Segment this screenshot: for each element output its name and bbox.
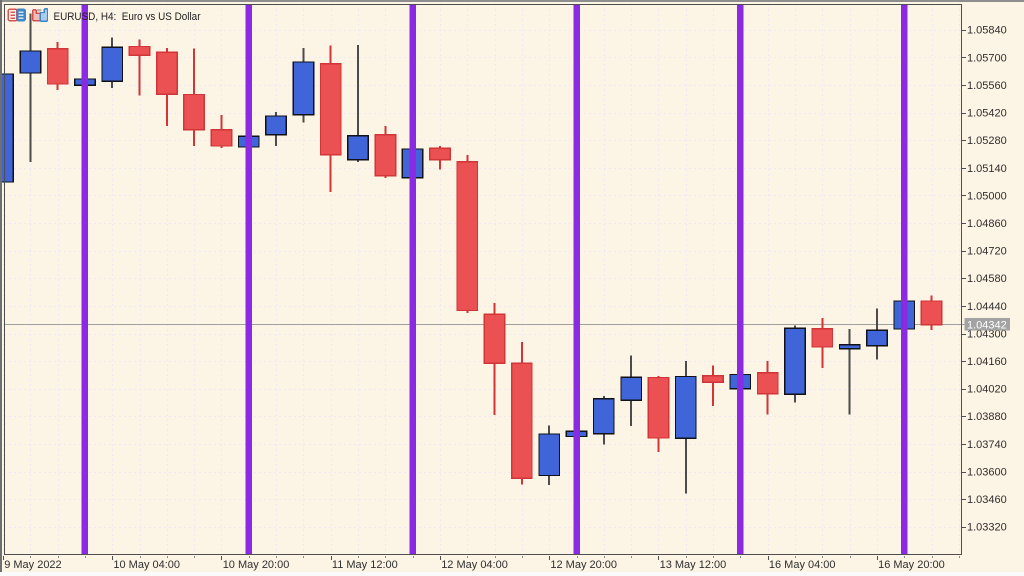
svg-text:1.04720: 1.04720 [967,246,1007,258]
svg-text:1.04440: 1.04440 [967,301,1007,313]
svg-text:10 May 04:00: 10 May 04:00 [113,559,180,571]
svg-text:1.05140: 1.05140 [967,163,1007,175]
svg-text:1.04020: 1.04020 [967,384,1007,396]
svg-text:1.04580: 1.04580 [967,273,1007,285]
svg-text:12 May 04:00: 12 May 04:00 [441,559,508,571]
svg-text:1.05700: 1.05700 [967,52,1007,64]
svg-text:1.03880: 1.03880 [967,411,1007,423]
svg-text:1.03600: 1.03600 [967,467,1007,479]
svg-text:1.04300: 1.04300 [967,328,1007,340]
svg-text:1.05000: 1.05000 [967,190,1007,202]
svg-text:EURUSD, H4: Euro vs US Dollar: EURUSD, H4: Euro vs US Dollar [54,11,201,23]
svg-text:1.03740: 1.03740 [967,439,1007,451]
svg-text:1.03320: 1.03320 [967,522,1007,534]
svg-text:9 May 2022: 9 May 2022 [4,559,61,571]
svg-text:13 May 12:00: 13 May 12:00 [660,559,727,571]
svg-text:1.05280: 1.05280 [967,135,1007,147]
svg-text:12 May 20:00: 12 May 20:00 [550,559,617,571]
svg-text:16 May 04:00: 16 May 04:00 [769,559,836,571]
svg-text:1.03460: 1.03460 [967,494,1007,506]
svg-text:10 May 20:00: 10 May 20:00 [223,559,290,571]
svg-text:1.05840: 1.05840 [967,25,1007,37]
svg-text:16 May 20:00: 16 May 20:00 [878,559,945,571]
svg-text:11 May 12:00: 11 May 12:00 [332,559,398,571]
svg-text:1.04860: 1.04860 [967,218,1007,230]
svg-text:1.04160: 1.04160 [967,356,1007,368]
svg-text:1.05560: 1.05560 [967,80,1007,92]
svg-text:1.04342: 1.04342 [967,319,1007,331]
svg-text:1.05420: 1.05420 [967,108,1007,120]
